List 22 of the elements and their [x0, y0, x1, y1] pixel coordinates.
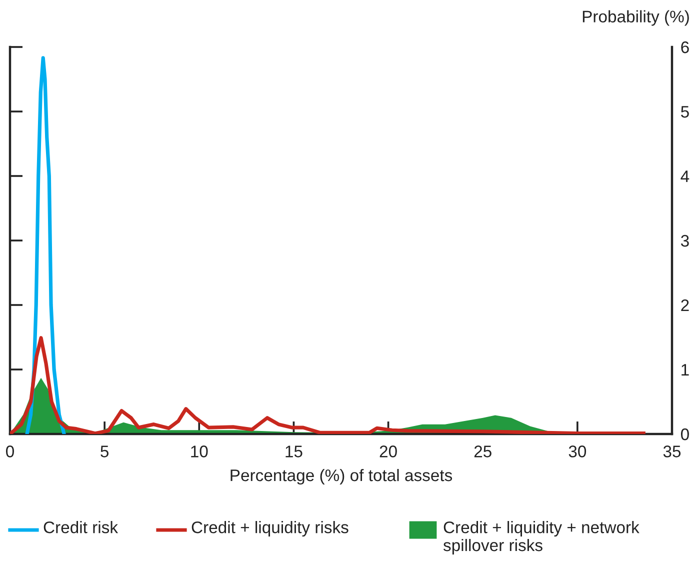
x-tick-label: 25 [474, 446, 492, 458]
x-axis-title: Percentage (%) of total assets [230, 468, 452, 485]
x-tick-label: 0 [6, 446, 14, 458]
y-tick-label: 2 [681, 299, 689, 312]
x-tick-label: 15 [286, 446, 302, 458]
x-tick-label: 5 [100, 446, 109, 458]
y-tick-label: 1 [682, 364, 689, 376]
x-tick-label: 35 [663, 446, 681, 458]
legend-label: Credit + liquidity risks [192, 521, 348, 537]
legend-label: Credit + liquidity + network spillover risks [443, 521, 640, 554]
y-tick-label: 4 [680, 170, 690, 182]
line-series [25, 56, 66, 434]
legend-label: Credit risk [44, 521, 118, 534]
x-tick-label: 20 [380, 446, 397, 458]
y-axis-title: Probability (%) [582, 10, 689, 26]
y-tick-label: 0 [680, 428, 689, 440]
y-tick-label: 6 [681, 41, 689, 54]
x-tick-label: 10 [191, 446, 208, 458]
x-tick-label: 30 [568, 446, 586, 458]
line-series [10, 336, 646, 434]
y-tick-label: 3 [680, 234, 689, 247]
y-tick-label: 5 [681, 106, 689, 118]
